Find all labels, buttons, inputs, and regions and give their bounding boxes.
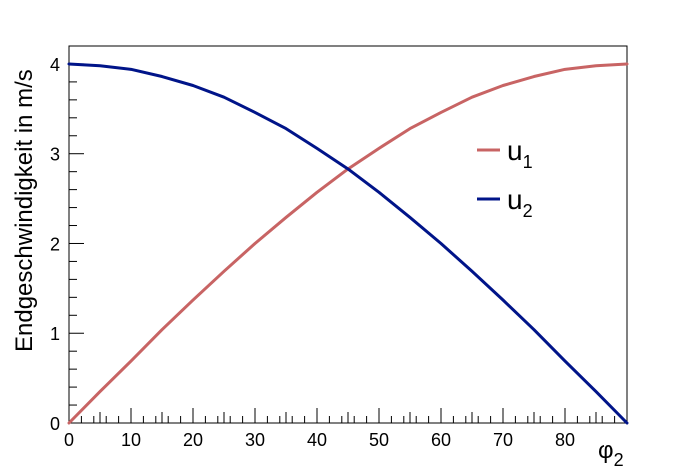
- x-tick-label: 80: [555, 430, 575, 450]
- y-tick-label: 1: [50, 324, 60, 344]
- x-axis-tick-labels: 0 10 20 30 40 50 60 70 80: [64, 430, 575, 450]
- x-tick-label: 20: [183, 430, 203, 450]
- x-tick-label: 30: [245, 430, 265, 450]
- x-tick-label: 0: [64, 430, 74, 450]
- y-axis-title: Endgeschwindigkeit in m/s: [11, 69, 38, 352]
- x-tick-label: 10: [121, 430, 141, 450]
- legend-label-1: u1: [507, 135, 533, 172]
- series-line-2: [67, 62, 629, 425]
- y-axis-tick-labels: 0 1 2 3 4: [50, 55, 60, 434]
- plot-frame: [68, 45, 628, 424]
- x-tick-label: 40: [307, 430, 327, 450]
- x-tick-label: 70: [493, 430, 513, 450]
- x-axis-title: φ2: [598, 437, 624, 470]
- y-tick-label: 0: [50, 414, 60, 434]
- x-tick-label: 60: [431, 430, 451, 450]
- y-tick-label: 4: [50, 55, 60, 75]
- y-tick-label: 3: [50, 145, 60, 165]
- series-lines: [67, 62, 629, 425]
- x-axis-ticks: [68, 408, 628, 423]
- legend-label-2: u2: [507, 184, 533, 221]
- y-tick-label: 2: [50, 234, 60, 254]
- series-line-1: [67, 62, 629, 425]
- x-tick-label: 50: [369, 430, 389, 450]
- y-axis-ticks: [69, 45, 84, 424]
